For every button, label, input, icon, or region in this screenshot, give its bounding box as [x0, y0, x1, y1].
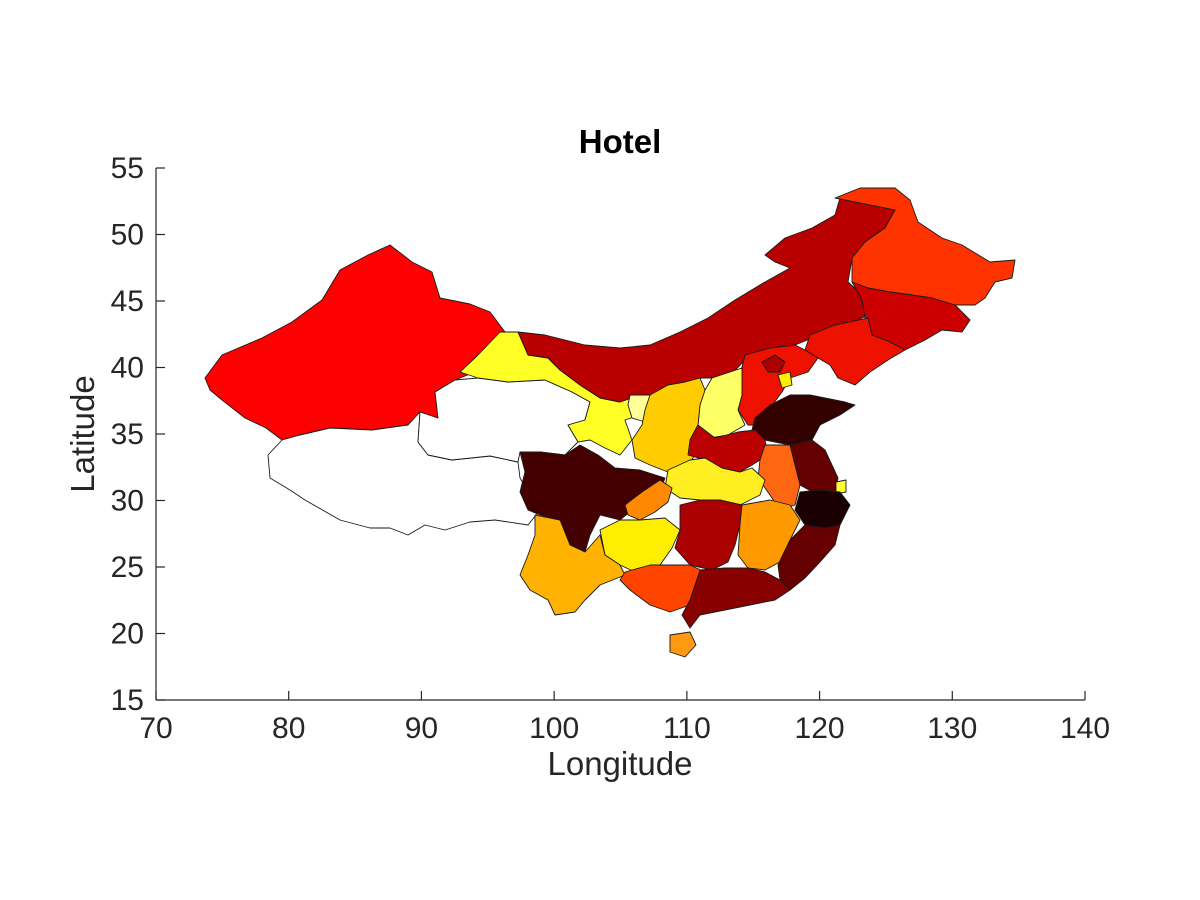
x-tick-label: 120: [795, 712, 845, 745]
x-tick-label: 70: [139, 712, 172, 745]
x-tick-label: 100: [529, 712, 579, 745]
region-tibet: [267, 411, 541, 536]
x-tick-label: 130: [927, 712, 977, 745]
y-tick-label: 15: [111, 684, 144, 717]
region-qinghai: [417, 377, 591, 463]
region-shanxi: [697, 367, 746, 439]
region-liaoning: [804, 317, 906, 386]
region-hunan: [674, 499, 743, 571]
y-tick-label: 35: [111, 418, 144, 451]
region-beijing: [761, 354, 786, 373]
region-chongqing: [624, 479, 673, 521]
y-tick-label: 25: [111, 551, 144, 584]
x-tick-label: 90: [405, 712, 438, 745]
x-tick-label: 110: [663, 712, 711, 745]
y-axis-title: Latitude: [64, 375, 101, 492]
region-hainan: [669, 631, 697, 658]
y-tick-label: 30: [111, 485, 144, 518]
region-shanghai: [835, 479, 847, 495]
region-hubei: [664, 457, 766, 506]
axes: 70 80 90 100 110 120 130 140 15 20 25 30 35 40 45 50 55: [111, 152, 1110, 745]
region-zhejiang: [794, 489, 851, 531]
region-guangdong: [681, 567, 791, 629]
y-tick-label: 55: [111, 152, 144, 185]
region-shandong: [751, 394, 856, 446]
y-tick-label: 40: [111, 352, 144, 385]
chart-title: Hotel: [579, 123, 662, 160]
y-tick-label: 20: [111, 618, 144, 651]
map-regions: [204, 187, 1016, 658]
region-heilongjiang: [834, 187, 1016, 306]
region-sichuan: [519, 444, 666, 553]
x-tick-label: 140: [1060, 712, 1110, 745]
region-tianjin: [777, 371, 793, 389]
x-axis-title: Longitude: [548, 745, 693, 782]
region-yunnan: [519, 514, 626, 616]
y-tick-label: 45: [111, 285, 144, 318]
y-tick-label: 50: [111, 219, 144, 252]
x-tick-label: 80: [272, 712, 305, 745]
region-fujian: [777, 524, 841, 591]
